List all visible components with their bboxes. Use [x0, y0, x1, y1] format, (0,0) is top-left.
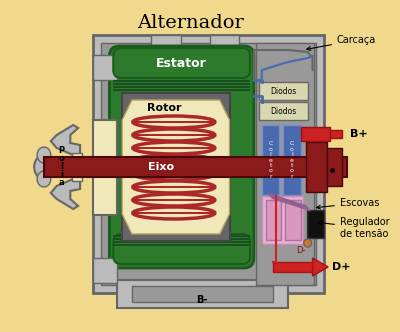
Bar	[307, 210, 324, 238]
Bar	[72, 153, 82, 181]
Polygon shape	[51, 179, 80, 209]
Bar	[122, 93, 230, 241]
Text: Diodos: Diodos	[270, 87, 296, 96]
Bar	[259, 102, 308, 120]
Bar	[113, 83, 250, 85]
Bar	[113, 80, 250, 81]
Bar	[44, 157, 347, 177]
Bar	[100, 43, 316, 285]
Bar	[327, 148, 342, 186]
Bar	[274, 262, 312, 272]
Ellipse shape	[133, 128, 215, 142]
Bar	[113, 238, 250, 239]
Bar	[262, 125, 279, 195]
Bar	[283, 125, 301, 195]
Bar	[117, 280, 288, 308]
Bar	[133, 212, 215, 214]
Text: Rotor: Rotor	[147, 103, 181, 113]
Text: i: i	[60, 170, 63, 179]
Bar	[93, 120, 117, 215]
Text: C
o
l
e
t
o
r: C o l e t o r	[268, 141, 273, 179]
Ellipse shape	[133, 115, 215, 129]
Text: o: o	[59, 153, 64, 162]
Bar	[132, 286, 274, 302]
Ellipse shape	[133, 180, 215, 194]
Ellipse shape	[133, 167, 215, 181]
Bar	[133, 199, 215, 201]
Bar	[259, 82, 308, 100]
Text: D+: D+	[332, 262, 350, 272]
Ellipse shape	[133, 206, 215, 220]
Text: Regulador
de tensão: Regulador de tensão	[318, 217, 390, 239]
Bar	[133, 121, 215, 123]
Text: Estator: Estator	[156, 56, 207, 69]
Text: B+: B+	[350, 129, 367, 139]
Bar	[113, 244, 250, 245]
Text: C
o
l
e
t
o
r: C o l e t o r	[290, 141, 294, 179]
FancyBboxPatch shape	[113, 48, 250, 78]
Text: Eixo: Eixo	[148, 162, 174, 172]
Bar	[133, 147, 215, 149]
Bar	[133, 186, 215, 188]
FancyBboxPatch shape	[109, 46, 254, 268]
Text: Diodos: Diodos	[270, 107, 296, 116]
Bar	[133, 160, 215, 162]
Text: P: P	[58, 145, 64, 154]
Bar	[113, 86, 250, 88]
Text: Alternador: Alternador	[137, 14, 244, 32]
Ellipse shape	[133, 141, 215, 155]
Bar	[301, 127, 330, 141]
FancyBboxPatch shape	[113, 234, 250, 264]
Text: l: l	[60, 161, 63, 171]
Ellipse shape	[37, 171, 51, 187]
Polygon shape	[51, 125, 80, 155]
Bar	[151, 35, 181, 45]
Bar	[262, 196, 303, 244]
Bar	[133, 173, 215, 175]
Ellipse shape	[37, 147, 51, 163]
Polygon shape	[122, 100, 230, 234]
Bar	[113, 235, 250, 236]
Polygon shape	[312, 258, 328, 276]
Bar	[133, 134, 215, 136]
Text: a: a	[59, 178, 64, 187]
Bar	[266, 200, 281, 240]
Bar	[93, 35, 324, 293]
Bar	[306, 142, 327, 192]
Ellipse shape	[34, 155, 54, 179]
Bar	[210, 35, 239, 45]
Text: Carcaça: Carcaça	[307, 35, 376, 50]
Bar	[93, 55, 117, 80]
Ellipse shape	[133, 154, 215, 168]
Bar	[256, 43, 314, 285]
Bar	[285, 200, 301, 240]
Ellipse shape	[133, 193, 215, 207]
Bar	[93, 258, 117, 283]
Text: B-: B-	[196, 295, 208, 305]
Bar	[113, 241, 250, 242]
Ellipse shape	[304, 239, 312, 247]
Bar	[330, 130, 342, 138]
Text: Escovas: Escovas	[316, 198, 379, 209]
Text: D-: D-	[296, 245, 306, 255]
Bar	[113, 89, 250, 91]
